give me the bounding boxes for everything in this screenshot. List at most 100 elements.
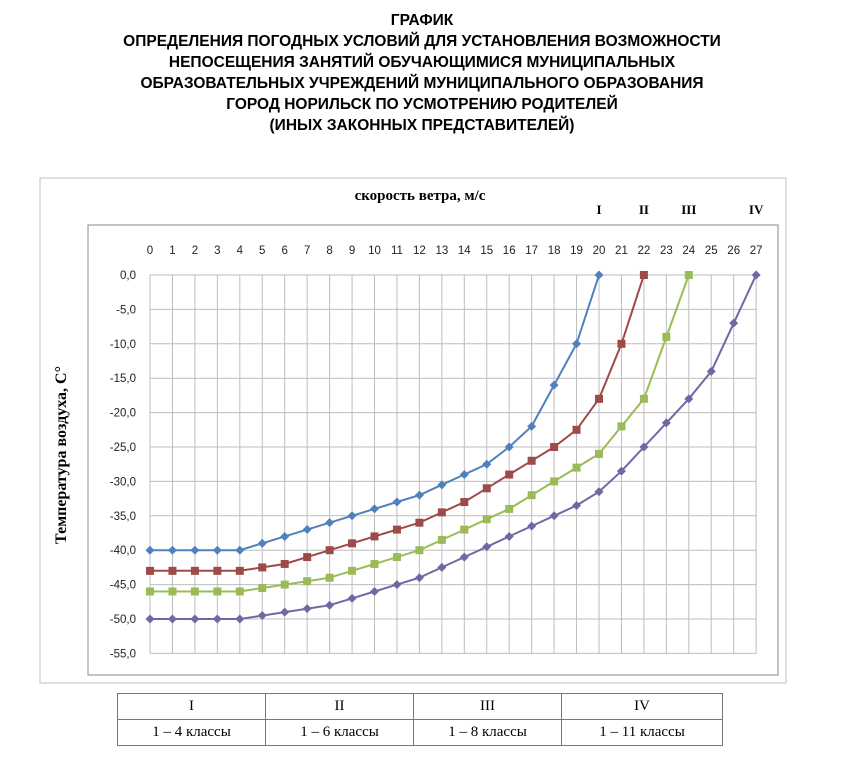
x-axis-title: скорость ветра, м/с (355, 188, 486, 204)
data-point (617, 339, 626, 348)
data-point (482, 515, 491, 524)
data-point (639, 271, 648, 279)
title-line: НЕПОСЕЩЕНИЯ ЗАНЯТИЙ ОБУЧАЮЩИМИСЯ МУНИЦИП… (168, 54, 676, 71)
legend-class-cell: 1 – 4 классы (116, 719, 267, 746)
x-tick-label: 7 (304, 245, 310, 257)
data-point (325, 546, 334, 555)
data-point (617, 422, 626, 431)
data-point (550, 477, 559, 486)
data-point (280, 580, 289, 589)
y-tick-label: -10,0 (110, 339, 136, 351)
data-point (684, 271, 693, 279)
data-point (572, 425, 581, 434)
data-point (639, 394, 648, 403)
data-point (392, 580, 402, 590)
data-point (437, 480, 447, 490)
x-tick-label: 13 (435, 245, 448, 257)
title-line: ГОРОД НОРИЛЬСК ПО УСМОТРЕНИЮ РОДИТЕЛЕЙ (226, 96, 618, 113)
x-tick-label: 11 (391, 245, 403, 257)
data-point (145, 614, 155, 624)
data-point (549, 511, 559, 521)
x-tick-label: 5 (259, 245, 265, 257)
data-point (527, 521, 537, 531)
data-point (437, 562, 447, 572)
data-point (549, 380, 559, 390)
data-point (190, 545, 200, 555)
data-point (370, 504, 379, 514)
data-point (258, 563, 267, 572)
x-tick-label: 17 (525, 245, 538, 257)
x-tick-label: 12 (413, 245, 426, 257)
data-point (370, 532, 379, 541)
data-point (303, 577, 312, 586)
legend-header-cell: II (265, 693, 415, 720)
y-axis-title: Температура воздуха, С° (53, 366, 70, 544)
chart-title: ГРАФИК ОПРЕДЕЛЕНИЯ ПОГОДНЫХ УСЛОВИЙ ДЛЯ … (0, 10, 844, 136)
data-point (303, 553, 312, 562)
data-point (572, 339, 582, 349)
x-tick-label: 10 (368, 245, 381, 257)
data-point (213, 587, 222, 596)
x-tick-label: 21 (615, 245, 628, 257)
data-point (280, 607, 290, 617)
data-point (392, 553, 401, 562)
data-point (325, 518, 335, 528)
data-point (572, 500, 582, 510)
data-point (729, 318, 739, 328)
data-point (302, 604, 312, 614)
x-tick-label: 15 (480, 245, 493, 257)
data-point (146, 566, 154, 575)
data-point (414, 573, 424, 583)
data-point (168, 587, 177, 596)
legend-header-cell: I (116, 693, 267, 720)
data-point (302, 525, 312, 535)
data-point (482, 484, 491, 493)
data-point (414, 490, 424, 500)
x-tick-label: 9 (349, 245, 355, 257)
series-group: III (146, 202, 696, 596)
x-tick-label: 27 (750, 245, 763, 257)
series-label: II (639, 202, 649, 217)
data-point (325, 600, 335, 610)
x-tick-label: 23 (660, 245, 673, 257)
x-tick-label: 22 (638, 245, 651, 257)
series-line (150, 274, 758, 620)
data-point (460, 525, 469, 534)
data-point (235, 566, 244, 575)
data-point (504, 531, 514, 541)
data-point (235, 587, 244, 596)
data-point (280, 531, 290, 541)
data-point (505, 470, 514, 479)
data-point (167, 614, 177, 624)
data-point (684, 394, 694, 404)
data-point (190, 566, 199, 575)
data-point (572, 463, 581, 472)
data-point (460, 498, 469, 507)
x-tick-label: 19 (570, 245, 583, 257)
data-point (347, 511, 357, 521)
data-point (459, 470, 469, 480)
data-point (594, 487, 604, 497)
data-point (212, 545, 222, 555)
class-legend-table: I II III IV 1 – 4 классы 1 – 6 классы 1 … (116, 693, 723, 746)
y-tick-label: -5,0 (116, 304, 136, 316)
data-point (595, 449, 603, 458)
y-tick-label: 0,0 (120, 270, 136, 282)
y-tick-label: -45,0 (110, 580, 136, 592)
data-point (550, 443, 559, 451)
data-point (257, 538, 267, 548)
title-line: ОБРАЗОВАТЕЛЬНЫХ УЧРЕЖДЕНИЙ МУНИЦИПАЛЬНОГ… (140, 75, 704, 92)
x-tick-label: 18 (548, 245, 561, 257)
x-tick-label: 24 (682, 245, 695, 257)
series-group: IV (145, 202, 764, 624)
x-tick-label: 3 (214, 245, 220, 257)
data-point (235, 614, 245, 624)
data-point (212, 614, 222, 624)
data-point (348, 566, 357, 575)
title-line: (ИНЫХ ЗАКОННЫХ ПРЕДСТАВИТЕЛЕЙ) (269, 117, 575, 134)
series-group: I (145, 202, 604, 555)
data-point (482, 542, 492, 552)
data-point (348, 539, 357, 548)
data-point (459, 552, 469, 562)
data-point (258, 584, 267, 593)
